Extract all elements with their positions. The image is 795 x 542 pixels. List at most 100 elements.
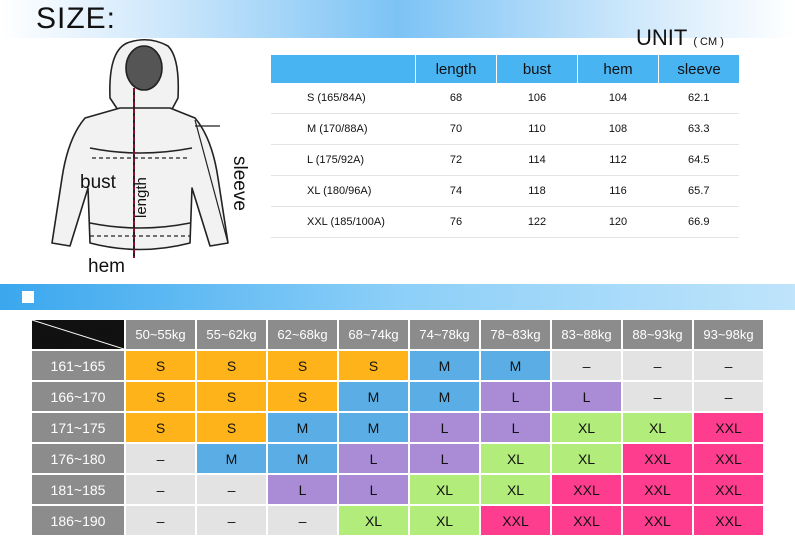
size-cell: – bbox=[623, 351, 692, 380]
top-banner bbox=[0, 0, 795, 38]
weight-header: 93~98kg bbox=[694, 320, 763, 349]
size-name: XL (180/96A) bbox=[271, 175, 416, 207]
height-header: 186~190 bbox=[32, 506, 124, 535]
size-cell: XXL bbox=[694, 413, 763, 442]
size-cell: S bbox=[268, 382, 337, 411]
hem-value: 104 bbox=[577, 83, 659, 114]
size-cell: M bbox=[339, 382, 408, 411]
corner-weight-label: weight bbox=[79, 320, 120, 336]
weight-header: 74~78kg bbox=[410, 320, 479, 349]
label-hem: hem bbox=[88, 256, 125, 277]
weight-header: 88~93kg bbox=[623, 320, 692, 349]
size-cell: – bbox=[694, 382, 763, 411]
col-length: length bbox=[415, 55, 497, 83]
size-cell: M bbox=[410, 382, 479, 411]
size-cell: XL bbox=[410, 475, 479, 504]
grid-row: 181~185– – L L XL XL XXL XXL XXL bbox=[32, 475, 763, 504]
bust-value: 122 bbox=[496, 206, 578, 238]
unit-label: UNIT ( CM ) bbox=[636, 25, 724, 51]
diagonal-divider-icon bbox=[32, 320, 124, 349]
height-header: 181~185 bbox=[32, 475, 124, 504]
height-header: 161~165 bbox=[32, 351, 124, 380]
size-cell: XXL bbox=[694, 475, 763, 504]
section-banner bbox=[0, 284, 795, 310]
grid-row: 171~175 S S M M L L XL XL XXL bbox=[32, 413, 763, 442]
grid-row: 176~180– M M L L XL XL XXL XXL bbox=[32, 444, 763, 473]
col-sleeve: sleeve bbox=[658, 55, 739, 83]
size-cell: M bbox=[268, 413, 337, 442]
unit-text: UNIT bbox=[636, 25, 688, 50]
size-cell: M bbox=[339, 413, 408, 442]
col-hem: hem bbox=[577, 55, 659, 83]
size-cell: – bbox=[552, 351, 621, 380]
size-name: M (170/88A) bbox=[271, 113, 416, 145]
hem-value: 120 bbox=[577, 206, 659, 238]
size-cell: – bbox=[694, 351, 763, 380]
size-cell: L bbox=[268, 475, 337, 504]
page-title: SIZE: bbox=[36, 2, 117, 35]
measurement-row: M (170/88A) 70 110 108 63.3 bbox=[271, 113, 739, 145]
size-name: XXL (185/100A) bbox=[271, 206, 416, 238]
size-cell: – bbox=[197, 475, 266, 504]
weight-header: 50~55kg bbox=[126, 320, 195, 349]
weight-header: 68~74kg bbox=[339, 320, 408, 349]
size-grid: weight height 50~55kg 55~62kg 62~68kg 68… bbox=[30, 318, 765, 537]
bust-value: 106 bbox=[496, 83, 578, 114]
size-cell: – bbox=[268, 506, 337, 535]
size-cell: L bbox=[481, 413, 550, 442]
bust-value: 118 bbox=[496, 175, 578, 207]
size-cell: M bbox=[268, 444, 337, 473]
size-cell: L bbox=[410, 413, 479, 442]
label-bust: bust bbox=[80, 172, 116, 193]
sleeve-value: 63.3 bbox=[658, 113, 739, 145]
measurement-row: L (175/92A) 72 114 112 64.5 bbox=[271, 144, 739, 176]
sleeve-value: 64.5 bbox=[658, 144, 739, 176]
measurement-table: length bust hem sleeve S (165/84A) 68 10… bbox=[271, 55, 739, 238]
length-value: 72 bbox=[415, 144, 497, 176]
size-cell: S bbox=[197, 382, 266, 411]
size-cell: M bbox=[481, 351, 550, 380]
size-cell: XXL bbox=[481, 506, 550, 535]
length-value: 70 bbox=[415, 113, 497, 145]
corner-height-label: height bbox=[35, 332, 74, 348]
jacket-diagram-icon bbox=[51, 38, 229, 258]
banner-square-icon bbox=[22, 291, 34, 303]
size-cell: XXL bbox=[623, 444, 692, 473]
size-cell: XXL bbox=[694, 506, 763, 535]
height-header: 171~175 bbox=[32, 413, 124, 442]
grid-corner: weight height bbox=[32, 320, 124, 349]
size-cell: – bbox=[623, 382, 692, 411]
size-cell: XL bbox=[481, 444, 550, 473]
measurement-row: XXL (185/100A) 76 122 120 66.9 bbox=[271, 206, 739, 238]
size-name: L (175/92A) bbox=[271, 144, 416, 176]
measurement-row: XL (180/96A) 74 118 116 65.7 bbox=[271, 175, 739, 207]
weight-header: 62~68kg bbox=[268, 320, 337, 349]
size-cell: L bbox=[339, 444, 408, 473]
measurement-row: S (165/84A) 68 106 104 62.1 bbox=[271, 83, 739, 114]
label-sleeve: sleeve bbox=[229, 156, 250, 211]
weight-header: 55~62kg bbox=[197, 320, 266, 349]
grid-row: 186~190– – – XL XL XXL XXL XXL XXL bbox=[32, 506, 763, 535]
bust-value: 110 bbox=[496, 113, 578, 145]
measurement-header-row: length bust hem sleeve bbox=[271, 55, 739, 83]
length-value: 68 bbox=[415, 83, 497, 114]
hem-value: 108 bbox=[577, 113, 659, 145]
size-cell: M bbox=[197, 444, 266, 473]
grid-row: 161~165 S S S S M M – – – bbox=[32, 351, 763, 380]
size-cell: XL bbox=[481, 475, 550, 504]
bust-value: 114 bbox=[496, 144, 578, 176]
size-cell: L bbox=[481, 382, 550, 411]
size-cell: S bbox=[339, 351, 408, 380]
size-cell: L bbox=[552, 382, 621, 411]
size-cell: XXL bbox=[623, 475, 692, 504]
size-cell: S bbox=[268, 351, 337, 380]
height-header: 176~180 bbox=[32, 444, 124, 473]
size-name: S (165/84A) bbox=[271, 83, 416, 114]
size-cell: S bbox=[126, 382, 195, 411]
size-cell: S bbox=[126, 413, 195, 442]
size-cell: L bbox=[410, 444, 479, 473]
size-cell: S bbox=[197, 351, 266, 380]
hem-value: 116 bbox=[577, 175, 659, 207]
size-cell: XXL bbox=[623, 506, 692, 535]
grid-header-row: weight height 50~55kg 55~62kg 62~68kg 68… bbox=[32, 320, 763, 349]
